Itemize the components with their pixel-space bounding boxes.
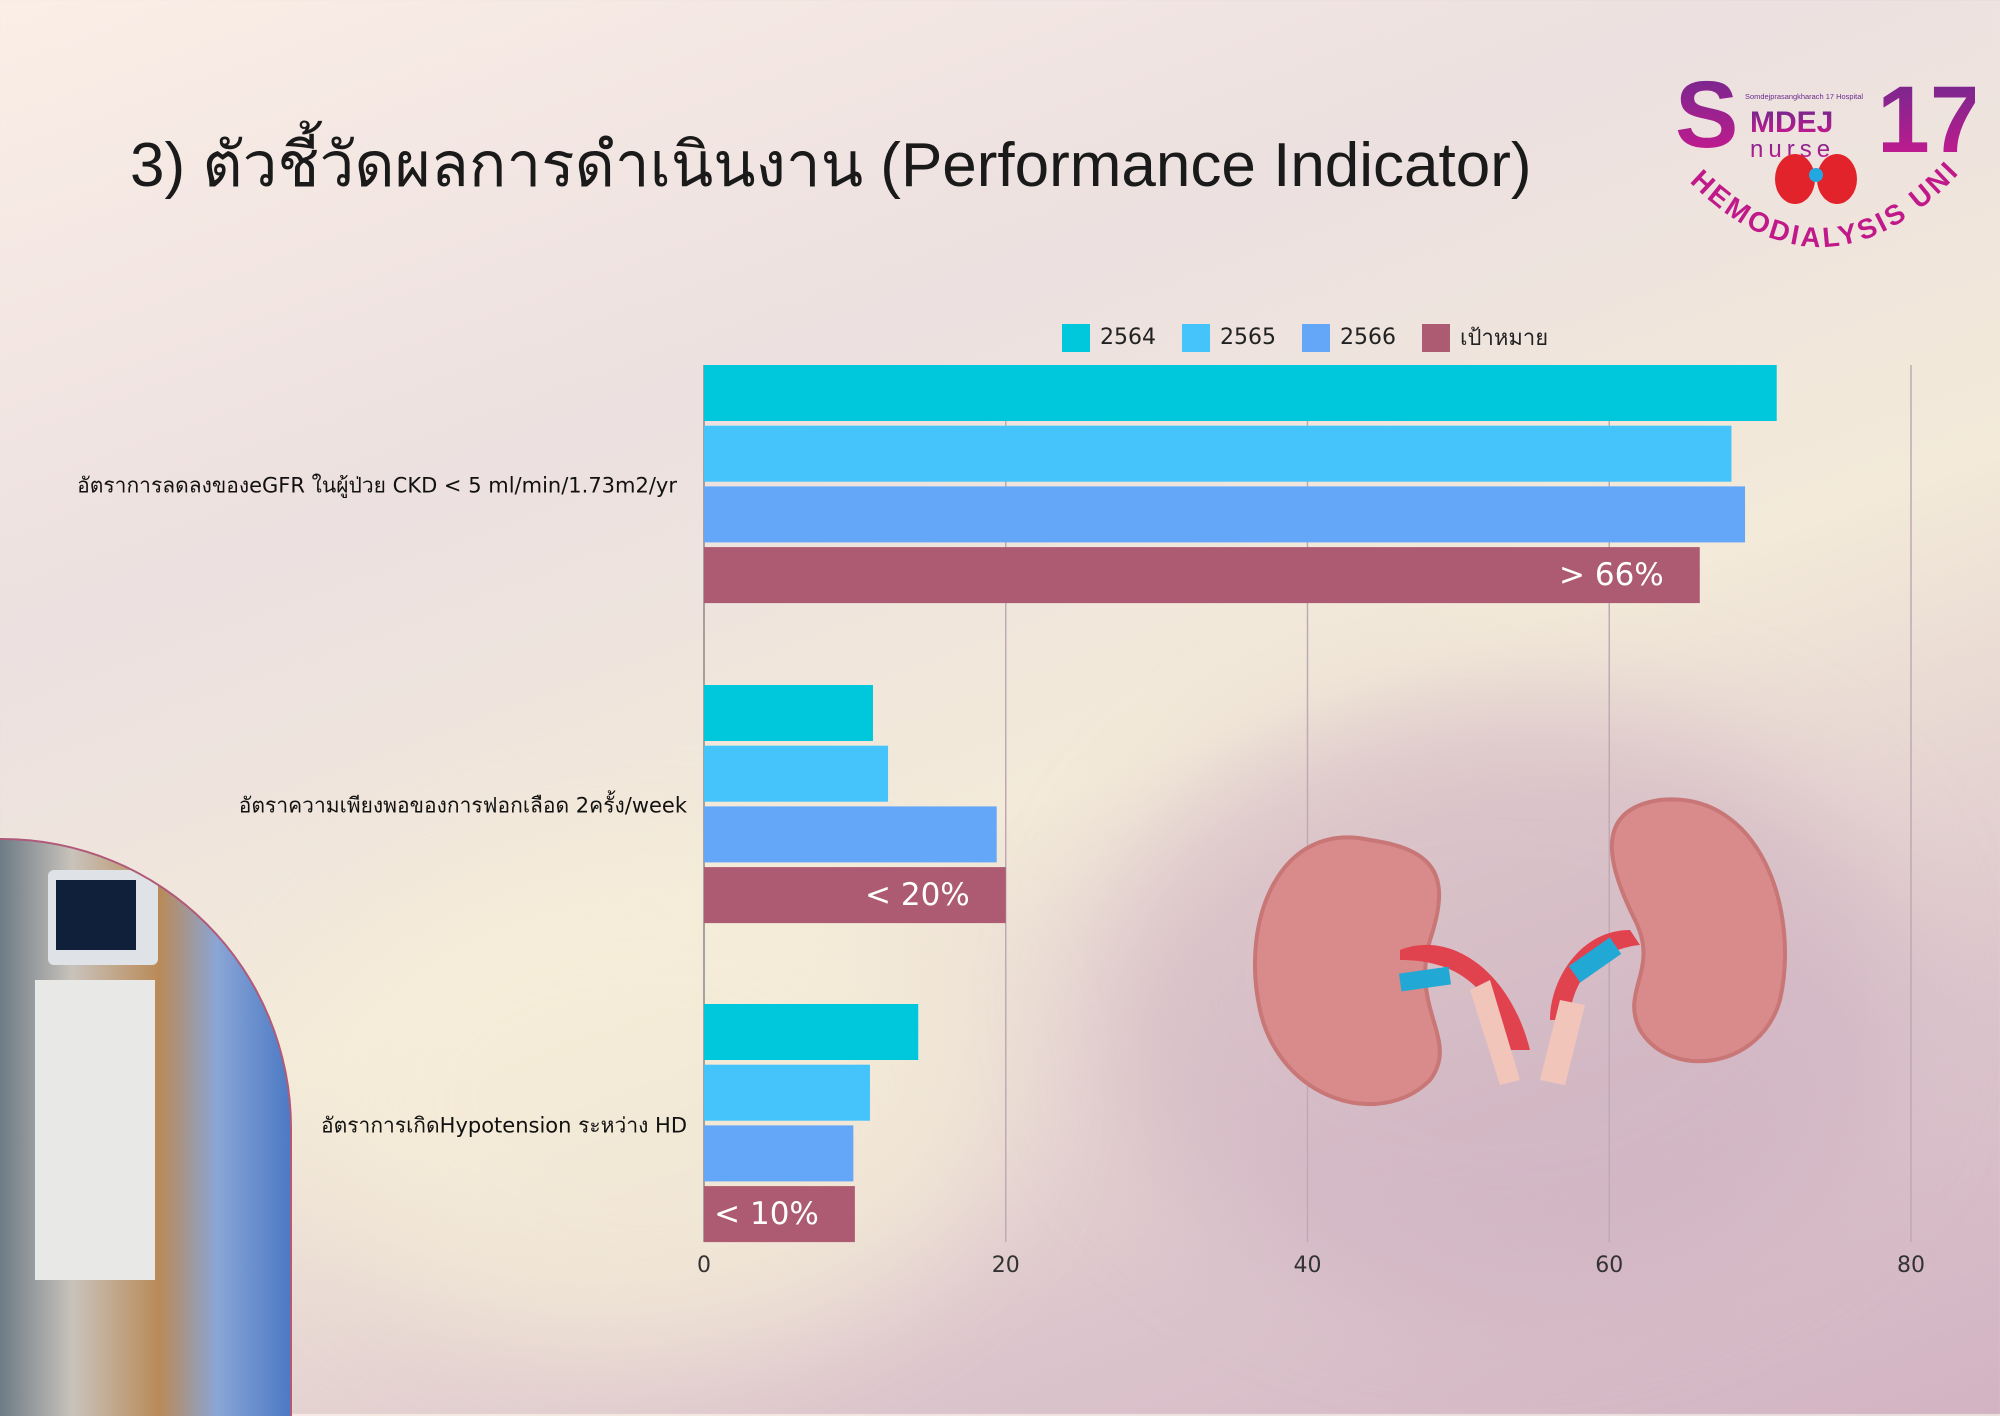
legend-label: 2564 (1100, 325, 1156, 350)
legend-swatch (1302, 323, 1330, 352)
legend-swatch (1062, 323, 1090, 352)
x-tick-label: 60 (1595, 1253, 1623, 1278)
bar-2566-0 (704, 486, 1746, 543)
legend-item: 2564 (1062, 320, 1156, 355)
logo-big-letter: S (1675, 62, 1738, 168)
target-data-label: < 10% (714, 1196, 819, 1232)
bar-2566-2 (704, 1125, 854, 1182)
category-label-hypotension: อัตราการเกิดHypotension ระหว่าง HD (321, 1113, 687, 1138)
legend-item: 2566 (1302, 320, 1396, 355)
logo-hospital-name: Somdejprasangkharach 17 Hospital (1745, 94, 1863, 101)
category-label-egfr: อัตราการลดลงของeGFR ในผู้ป่วย CKD < 5 ml… (77, 473, 677, 498)
bar-2564-2 (704, 1004, 919, 1060)
logo-number: 17 (1877, 67, 1975, 173)
x-tick-label: 80 (1897, 1253, 1925, 1278)
monitor-icon (48, 870, 158, 965)
chart-legend: 2564 2565 2566 เป้าหมาย (1062, 320, 1548, 355)
bar-2565-2 (704, 1064, 870, 1121)
bar-เป้าหมาย-2 (704, 1186, 855, 1243)
somdej-nurse-17-logo: S MDEJ nurse 17 Somdejprasangkharach 17 … (1655, 32, 1983, 267)
logo-word: MDEJ (1750, 106, 1833, 139)
bar-เป้าหมาย-0 (704, 547, 1700, 604)
dialysis-patient-photo (0, 838, 292, 1416)
legend-label: 2565 (1220, 325, 1276, 350)
legend-label: 2566 (1340, 325, 1396, 350)
x-tick-label: 40 (1294, 1253, 1322, 1278)
legend-item: เป้าหมาย (1422, 320, 1548, 355)
legend-label: เป้าหมาย (1460, 326, 1549, 351)
bar-2564-0 (704, 365, 1777, 421)
legend-swatch (1422, 323, 1450, 352)
category-label-dialysis-adequacy: อัตราความเพียงพอของการฟอกเลือด 2ครั้ง/we… (238, 793, 687, 818)
bar-2566-1 (704, 806, 997, 863)
x-tick-label: 0 (697, 1253, 711, 1278)
legend-item: 2565 (1182, 320, 1276, 355)
bar-2565-0 (704, 425, 1732, 482)
background-blob (300, 850, 1000, 1350)
target-data-label: > 66% (1559, 557, 1664, 593)
bar-2564-1 (704, 685, 873, 741)
legend-swatch (1182, 323, 1210, 352)
x-tick-label: 20 (992, 1253, 1020, 1278)
target-data-label: < 20% (865, 877, 970, 913)
kidneys-illustration (1252, 797, 1787, 1106)
bar-เป้าหมาย-1 (704, 867, 1006, 924)
page-title: 3) ตัวชี้วัดผลการดำเนินงาน (Performance … (130, 131, 1532, 200)
bar-2565-1 (704, 745, 889, 802)
